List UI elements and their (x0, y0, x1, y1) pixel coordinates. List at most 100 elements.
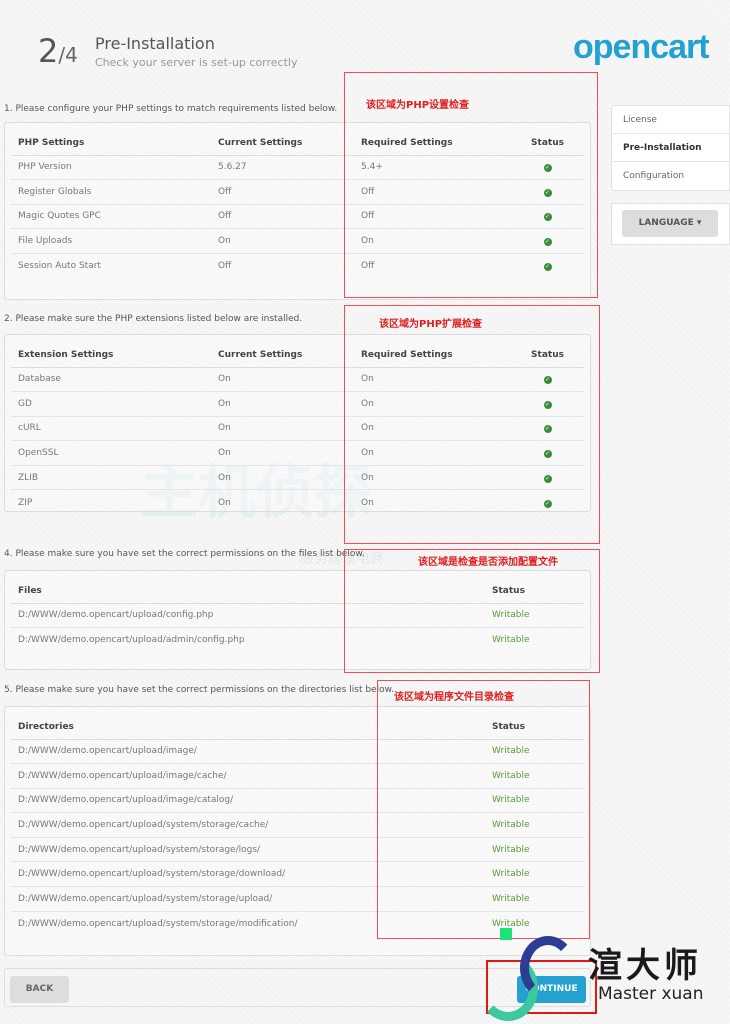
table-cell: D:/WWW/demo.opencart/upload/admin/config… (18, 635, 245, 646)
check-circle-icon: ✓ (543, 425, 552, 434)
table-cell: D:/WWW/demo.opencart/upload/image/cache/ (11, 763, 485, 789)
table-cell: On (354, 391, 504, 417)
column-header: PHP Settings (11, 131, 211, 156)
table-row: File Uploads On On ✓ (11, 228, 584, 254)
table-cell: On (354, 440, 504, 466)
table-row: Magic Quotes GPC Off Off ✓ (11, 204, 584, 230)
table-cell: 5.4+ (354, 155, 504, 181)
table-cell: Off (354, 179, 504, 205)
annotation-label: 该区域为PHP设置检查 (366, 100, 470, 111)
requirements-table: PHP Settings Current Settings Required Set… (11, 131, 584, 278)
watermark-logo-arc (520, 936, 576, 1000)
check-circle-icon: ✓ (543, 499, 552, 508)
annotation-label: 该区域是检查是否添加配置文件 (418, 557, 558, 568)
table-row: Database On On ✓ (11, 367, 584, 393)
annotation-box (344, 305, 600, 544)
table-cell: On (211, 440, 354, 466)
table-cell: D:/WWW/demo.opencart/upload/system/stora… (11, 861, 485, 888)
table-cell: ZIP (18, 497, 33, 508)
check-circle-icon: ✓ (543, 213, 552, 222)
table-cell: D:/WWW/demo.opencart/upload/image/catalo… (11, 788, 485, 814)
table-row: D:/WWW/demo.opencart/upload/system/stora… (11, 837, 584, 863)
column-header: Required Settings (354, 131, 504, 156)
table-row: D:/WWW/demo.opencart/upload/image/cache/… (11, 763, 584, 789)
table-cell: Off (361, 260, 375, 271)
table-header: PHP Settings Current Settings Required Set… (11, 131, 584, 156)
status-cell: Writable (485, 837, 584, 863)
table-header: Extension Settings Current Settings Requir… (11, 343, 584, 368)
check-circle-icon: ✓ (543, 188, 552, 197)
table-cell: Database (11, 367, 211, 393)
status-cell: Writable (485, 603, 584, 629)
check-circle-icon: ✓ (543, 474, 552, 483)
status-cell: Writable (485, 788, 584, 814)
requirements-panel: Files Status D:/WWW/demo.opencart/upload/c… (4, 570, 591, 670)
table-cell: On (211, 228, 354, 254)
table-cell: On (211, 416, 354, 442)
table-cell: Off (211, 179, 354, 205)
annotation-box (377, 680, 590, 939)
annotation-box (344, 72, 598, 298)
table-cell: File Uploads (11, 228, 211, 254)
requirements-table: Directories Status D:/WWW/demo.opencart/up… (11, 715, 584, 936)
opencart-logo: opencart (573, 28, 710, 66)
footer-bar (4, 968, 591, 1007)
table-cell: cURL (11, 416, 211, 442)
language-button[interactable]: LANGUAGE ▾ (622, 210, 718, 237)
requirements-table: Files Status D:/WWW/demo.opencart/upload/c… (11, 579, 584, 652)
column-header: Status (485, 715, 584, 740)
table-cell: D:/WWW/demo.opencart/upload/image/ (11, 739, 485, 765)
table-row: ZIP On On ✓ (11, 490, 584, 515)
column-header: Current Settings (211, 131, 354, 156)
table-cell: Off (218, 260, 232, 271)
table-header: Directories Status (11, 715, 584, 740)
table-cell: On (354, 367, 504, 393)
table-cell: ZLIB (11, 465, 211, 491)
table-cell: 5.6.27 (211, 155, 354, 181)
requirements-panel: Directories Status D:/WWW/demo.opencart/up… (4, 706, 591, 956)
table-cell: PHP Version (11, 155, 211, 181)
table-cell: On (354, 416, 504, 442)
nav-item-license[interactable]: License (612, 106, 729, 134)
table-cell: On (211, 367, 354, 393)
table-row: GD On On ✓ (11, 391, 584, 417)
status-cell: ✓ (504, 490, 584, 515)
table-row: D:/WWW/demo.opencart/upload/image/catalo… (11, 788, 584, 814)
table-cell: D:/WWW/demo.opencart/upload/system/stora… (18, 918, 298, 929)
status-cell: Writable (485, 812, 584, 838)
column-header: Status (504, 131, 584, 156)
watermark-brand: 渲大师 (588, 946, 702, 986)
annotation-label: 该区域为程序文件目录检查 (394, 692, 514, 703)
check-circle-icon: ✓ (543, 450, 552, 459)
table-cell: D:/WWW/demo.opencart/upload/system/stora… (11, 886, 485, 912)
table-header: Files Status (11, 579, 584, 604)
status-cell: Writable (492, 918, 530, 929)
steps-nav: License Pre-Installation Configuration (611, 105, 730, 191)
table-row: D:/WWW/demo.opencart/upload/admin/config… (11, 628, 584, 653)
table-cell: D:/WWW/demo.opencart/upload/system/stora… (11, 812, 485, 838)
status-cell: ✓ (504, 204, 584, 230)
table-cell: Session Auto Start (18, 260, 101, 271)
column-header: Status (485, 579, 584, 604)
page-subtitle: Check your server is set-up correctly (95, 56, 298, 69)
status-cell: Writable (485, 861, 584, 888)
table-cell: On (218, 497, 231, 508)
status-cell: ✓ (504, 416, 584, 442)
table-cell: On (354, 228, 504, 254)
status-cell: ✓ (504, 440, 584, 466)
step-indicator: 2/4 (38, 32, 78, 70)
nav-item-configuration[interactable]: Configuration (623, 171, 685, 181)
step-instruction: 4. Please make sure you have set the cor… (4, 549, 365, 559)
back-button[interactable]: BACK (10, 976, 69, 1003)
table-row: OpenSSL On On ✓ (11, 440, 584, 466)
check-circle-icon: ✓ (543, 376, 552, 385)
column-header: Required Settings (354, 343, 504, 368)
table-cell: D:/WWW/demo.opencart/upload/config.php (11, 603, 485, 629)
status-cell: Writable (485, 739, 584, 765)
watermark-sub: 服务跨境电商 (300, 551, 384, 567)
table-cell: Off (354, 204, 504, 230)
nav-item-pre-installation[interactable]: Pre-Installation (612, 134, 729, 162)
table-row: D:/WWW/demo.opencart/upload/system/stora… (11, 812, 584, 838)
table-cell: Register Globals (11, 179, 211, 205)
column-header: Files (11, 579, 485, 604)
